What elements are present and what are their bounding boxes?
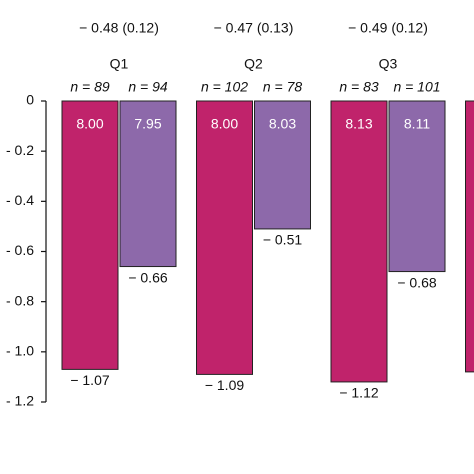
bar <box>465 100 474 373</box>
bar <box>254 100 311 230</box>
y-tick-label: - 0.8 <box>6 292 34 308</box>
n-label: n = 78 <box>263 79 303 95</box>
inner-label: 8.11 <box>404 116 430 132</box>
category-label: Q3 <box>379 56 398 72</box>
n-label: n = 89 <box>70 79 110 95</box>
y-tick-label: - 0.6 <box>6 242 34 258</box>
bar <box>196 100 253 375</box>
inner-label: 8.00 <box>76 116 103 132</box>
bar <box>330 100 388 383</box>
n-label: n = 94 <box>128 79 168 95</box>
y-tick-label: - 1.0 <box>6 343 34 359</box>
inner-label: 7.95 <box>134 116 161 132</box>
inner-label: 8.00 <box>211 116 238 132</box>
bar <box>388 100 446 273</box>
inner-label: 8.03 <box>269 116 296 132</box>
y-tick-label: - 0.2 <box>6 142 34 158</box>
value-label: − 0.51 <box>263 232 303 248</box>
bar <box>61 100 119 370</box>
bar <box>119 100 177 268</box>
category-label: Q2 <box>244 56 263 72</box>
difference-label: − 0.47 (0.13) <box>214 20 294 36</box>
n-label: n = 102 <box>201 79 248 95</box>
value-label: − 1.09 <box>205 377 245 393</box>
category-label: Q1 <box>110 56 129 72</box>
n-label: n = 83 <box>339 79 379 95</box>
value-label: − 1.07 <box>70 372 110 388</box>
y-tick-label: 0 <box>26 92 34 108</box>
y-tick-label: - 1.2 <box>6 393 34 409</box>
difference-label: − 0.49 (0.12) <box>348 20 428 36</box>
inner-label: 8.13 <box>345 116 372 132</box>
value-label: − 0.66 <box>128 269 168 285</box>
n-label: n = 101 <box>393 79 440 95</box>
y-tick-label: - 0.4 <box>6 192 34 208</box>
difference-label: − 0.48 (0.12) <box>79 20 159 36</box>
value-label: − 0.68 <box>397 274 437 290</box>
value-label: − 1.12 <box>339 385 379 401</box>
